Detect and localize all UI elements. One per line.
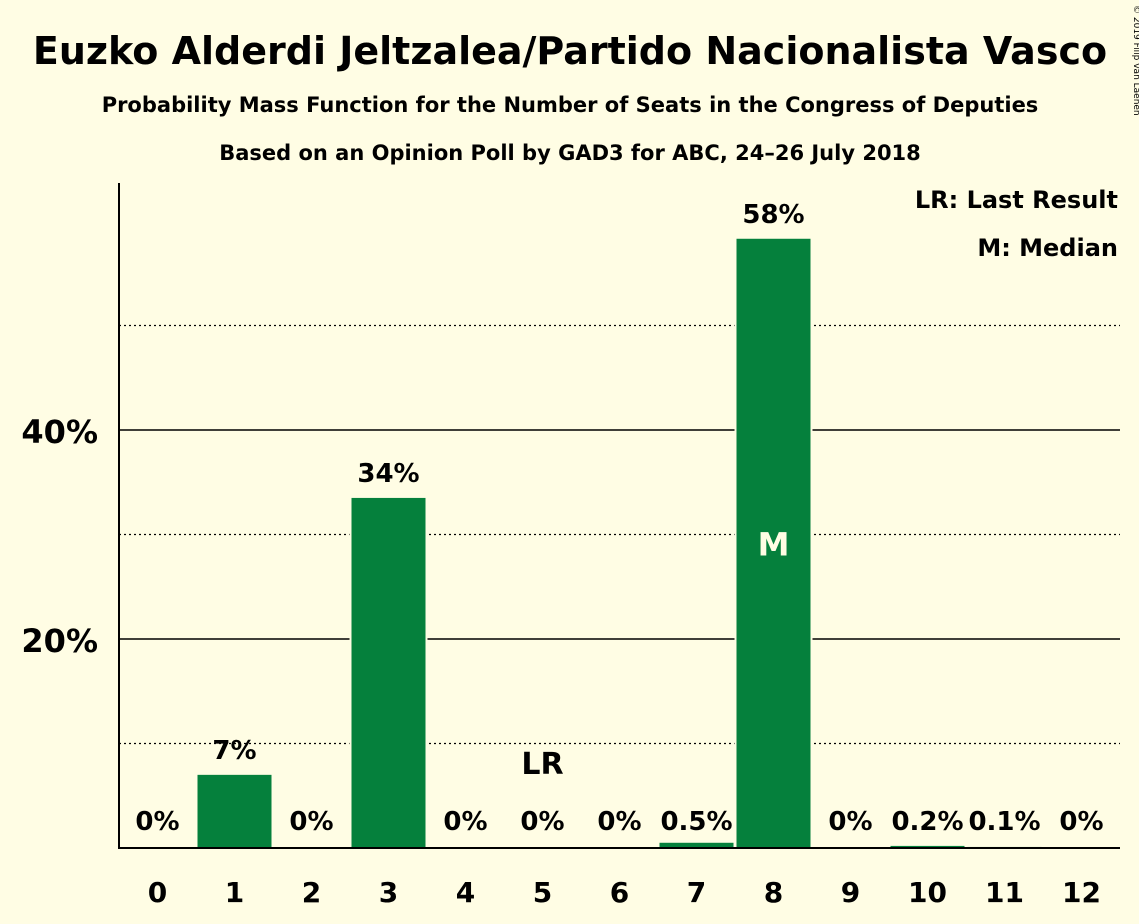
copyright-notice: © 2019 Filip van Laenen xyxy=(1131,5,1139,116)
bars xyxy=(195,238,1044,848)
data-label: 0% xyxy=(520,807,564,837)
axes xyxy=(118,183,1120,849)
data-label: 0% xyxy=(135,807,179,837)
legend-last-result: LR: Last Result xyxy=(915,186,1118,214)
x-tick-label: 12 xyxy=(1062,876,1101,909)
last-result-marker: LR xyxy=(521,747,563,782)
bar xyxy=(197,774,272,848)
chart-subtitle-poll: Based on an Opinion Poll by GAD3 for ABC… xyxy=(219,141,921,165)
y-tick-label: 40% xyxy=(21,413,98,451)
bar xyxy=(890,845,965,848)
x-tick-label: 6 xyxy=(610,876,629,909)
data-label: 0.2% xyxy=(891,807,963,837)
x-tick-label: 5 xyxy=(533,876,552,909)
gridlines xyxy=(119,324,1120,745)
data-label: 0.5% xyxy=(660,807,732,837)
chart-title: Euzko Alderdi Jeltzalea/Partido Nacional… xyxy=(33,29,1107,73)
data-label: 7% xyxy=(212,736,256,766)
data-label: 0% xyxy=(1059,807,1103,837)
data-label: 0% xyxy=(289,807,333,837)
bar xyxy=(351,497,426,848)
x-tick-label: 0 xyxy=(148,876,167,909)
data-labels: 0% 7% 0% 34% 0% 0% 0% 0.5% 58% 0% 0.2% 0.1% 0% LR M xyxy=(135,200,1103,837)
x-tick-label: 10 xyxy=(908,876,947,909)
x-tick-label: 11 xyxy=(985,876,1024,909)
data-label: 0% xyxy=(443,807,487,837)
x-tick-label: 3 xyxy=(379,876,398,909)
x-tick-label: 8 xyxy=(764,876,783,909)
chart-subtitle: Probability Mass Function for the Number… xyxy=(102,93,1039,117)
x-tick-label: 7 xyxy=(687,876,706,909)
x-tick-label: 1 xyxy=(225,876,244,909)
data-label: 0.1% xyxy=(968,807,1040,837)
legend-median: M: Median xyxy=(977,234,1118,262)
bar xyxy=(659,842,734,848)
x-tick-label: 4 xyxy=(456,876,475,909)
data-label: 0% xyxy=(597,807,641,837)
data-label: 58% xyxy=(742,200,804,230)
data-label: 34% xyxy=(357,459,419,489)
x-tick-label: 9 xyxy=(841,876,860,909)
bar xyxy=(736,238,811,848)
data-label: 0% xyxy=(828,807,872,837)
x-tick-label: 2 xyxy=(302,876,321,909)
y-tick-label: 20% xyxy=(21,622,98,660)
median-marker: M xyxy=(758,525,790,563)
